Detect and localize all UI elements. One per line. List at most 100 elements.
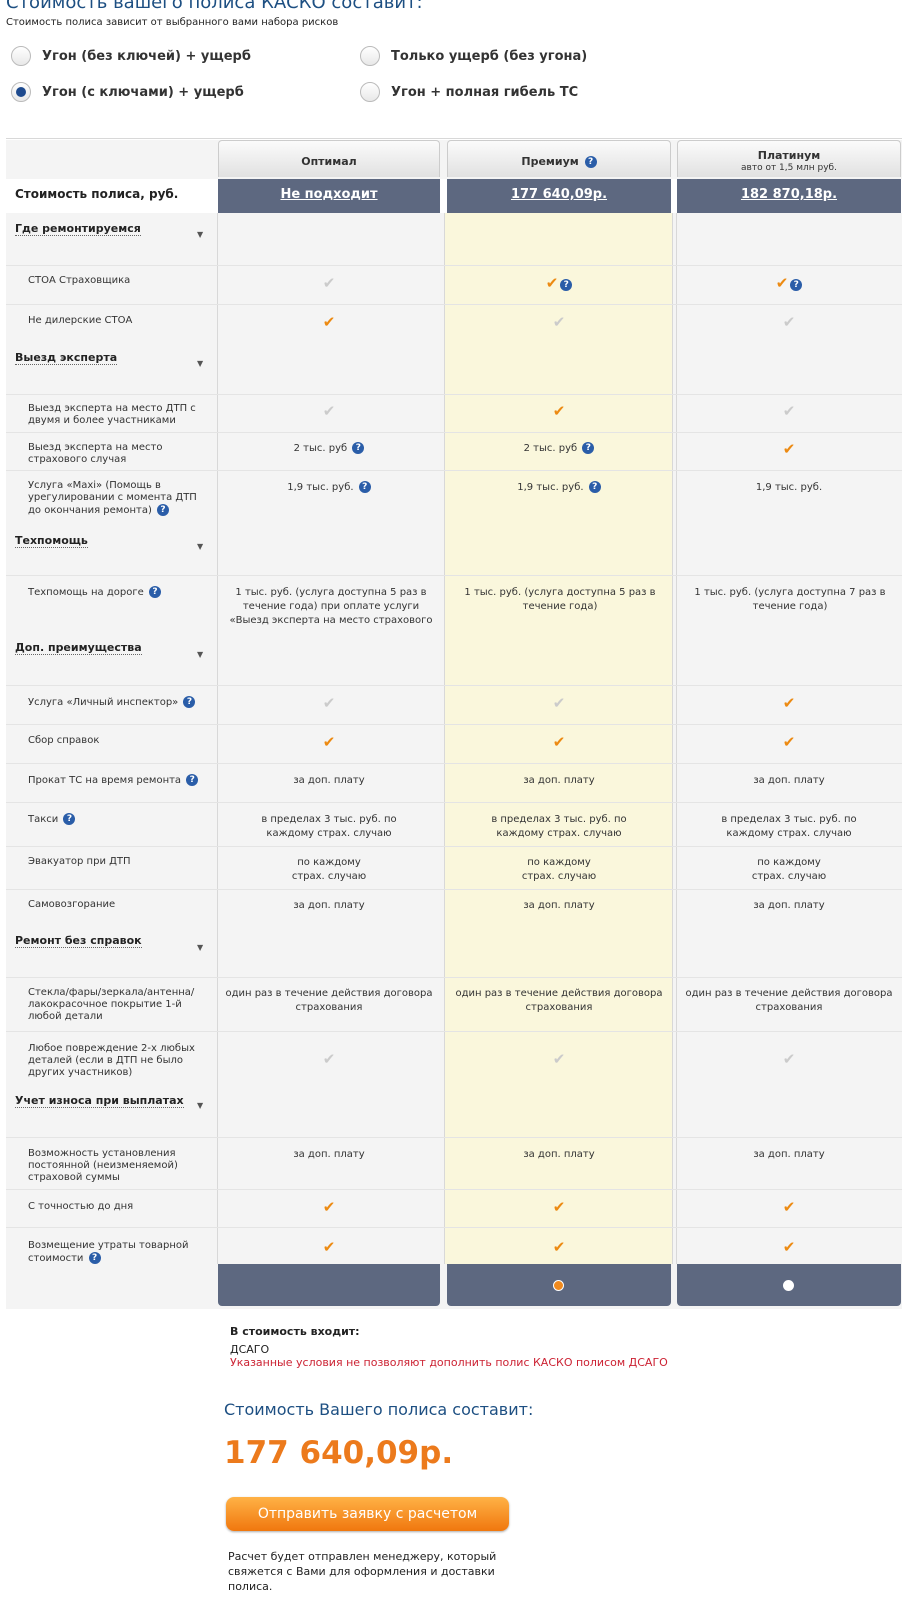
included-label: В стоимость входит: bbox=[230, 1325, 360, 1338]
included-item: ДСАГО bbox=[230, 1343, 270, 1356]
risk-option-total-loss[interactable]: Угон + полная гибель ТС bbox=[360, 82, 578, 102]
row-label: Не дилерские СТОА bbox=[28, 315, 133, 326]
help-icon[interactable]: ? bbox=[588, 481, 601, 493]
check-icon: ✔ bbox=[782, 1238, 796, 1256]
table-row bbox=[6, 846, 902, 889]
section-row bbox=[6, 925, 902, 977]
risk-option-theft-with-keys[interactable]: Угон (с ключами) + ущерб bbox=[11, 82, 244, 102]
cell-value: ✔ bbox=[677, 442, 901, 459]
summary-note: Расчет будет отправлен менеджеру, которы… bbox=[228, 1550, 497, 1593]
check-icon: ✔ bbox=[552, 1238, 566, 1256]
cell-value: ✔? bbox=[447, 276, 671, 293]
cell-value: за доп. плату bbox=[753, 1149, 825, 1160]
cell-value: 1,9 тыс. руб. bbox=[755, 482, 823, 493]
check-icon: ✔ bbox=[782, 1198, 796, 1216]
row-label: Техпомощь на дороге ? bbox=[28, 586, 216, 599]
help-icon[interactable]: ? bbox=[63, 813, 76, 825]
section-expert[interactable]: Выезд эксперта bbox=[15, 351, 118, 365]
cell-value: за доп. плату bbox=[753, 900, 825, 911]
check-icon: ✔ bbox=[782, 694, 796, 712]
help-icon[interactable]: ? bbox=[88, 1252, 101, 1264]
row-label: Услуга «Maxi» (Помощь в урегулировании с… bbox=[28, 480, 197, 516]
plan-header-premium: Премиум ? bbox=[447, 140, 671, 177]
column-divider bbox=[676, 213, 677, 1264]
help-icon[interactable]: ? bbox=[186, 774, 199, 786]
cell-value: ✔ bbox=[218, 276, 440, 293]
cell-value: ✔ bbox=[677, 1240, 901, 1257]
cell-value: один раз в течение действия договора стр… bbox=[225, 988, 433, 1013]
help-icon[interactable]: ? bbox=[560, 279, 573, 291]
cell-value: 1 тыс. руб. (услуга доступна 5 раз в теч… bbox=[229, 587, 433, 626]
plan-header-optimal: Оптимал bbox=[218, 140, 440, 177]
cell-value: 1 тыс. руб. (услуга доступна 5 раз в теч… bbox=[464, 587, 656, 612]
submit-request-button[interactable]: Отправить заявку с расчетом bbox=[226, 1497, 509, 1531]
risk-option-damage-only[interactable]: Только ущерб (без угона) bbox=[360, 46, 587, 66]
check-icon: ✔ bbox=[552, 733, 566, 751]
cell-value: 1 тыс. руб. (услуга доступна 7 раз в теч… bbox=[694, 587, 886, 612]
check-icon: ✔ bbox=[782, 1050, 796, 1068]
cell-value: 1,9 тыс. руб. ? bbox=[218, 481, 440, 495]
radio-circle[interactable] bbox=[360, 46, 380, 66]
help-icon[interactable]: ? bbox=[352, 442, 365, 454]
row-label: Возмещение утраты товарной стоимости ? bbox=[28, 1240, 189, 1264]
check-icon: ✔ bbox=[322, 1050, 336, 1068]
radio-circle[interactable] bbox=[360, 82, 380, 102]
help-icon[interactable]: ? bbox=[584, 156, 597, 168]
section-wear[interactable]: Учет износа при выплатах bbox=[15, 1094, 184, 1108]
cell-value: ✔ bbox=[677, 315, 901, 332]
cell-value: один раз в течение действия договора стр… bbox=[455, 988, 663, 1013]
cell-value: ✔ bbox=[218, 696, 440, 713]
chevron-down-icon[interactable]: ▼ bbox=[197, 1101, 204, 1110]
check-icon: ✔ bbox=[552, 694, 566, 712]
help-icon[interactable]: ? bbox=[157, 504, 170, 516]
check-icon: ✔ bbox=[782, 440, 796, 458]
plan-select-radio-platinum[interactable] bbox=[783, 1280, 794, 1291]
chevron-down-icon[interactable]: ▼ bbox=[197, 650, 204, 659]
chevron-down-icon[interactable]: ▼ bbox=[197, 359, 204, 368]
price-premium[interactable]: 177 640,09р. bbox=[447, 179, 671, 213]
cell-value: ✔ bbox=[677, 696, 901, 713]
row-label: Возможность установления постоянной (неи… bbox=[28, 1148, 178, 1183]
page-title: Стоимость вашего полиса КАСКО составит: bbox=[6, 0, 423, 13]
plan-header-platinum: Платинум авто от 1,5 млн руб. bbox=[677, 140, 901, 177]
cell-value: за доп. плату bbox=[523, 775, 595, 786]
section-no-docs[interactable]: Ремонт без справок bbox=[15, 934, 142, 948]
help-icon[interactable]: ? bbox=[183, 696, 196, 708]
check-icon: ✔ bbox=[322, 1238, 336, 1256]
help-icon[interactable]: ? bbox=[790, 279, 803, 291]
row-label: Любое повреждение 2-х любых деталей (есл… bbox=[28, 1043, 195, 1078]
cell-value: ✔ bbox=[218, 315, 440, 332]
cell-value: ✔ bbox=[218, 1240, 440, 1257]
cell-value: ✔ bbox=[447, 315, 671, 332]
section-row bbox=[6, 1085, 902, 1137]
plan-select-radio-premium[interactable] bbox=[553, 1280, 564, 1291]
table-row bbox=[6, 470, 902, 523]
chevron-down-icon[interactable]: ▼ bbox=[197, 542, 204, 551]
cell-value: в пределах 3 тыс. руб. по каждому страх.… bbox=[491, 814, 627, 839]
section-repair[interactable]: Где ремонтируемся bbox=[15, 222, 141, 236]
cell-value: ✔ bbox=[447, 735, 671, 752]
help-icon[interactable]: ? bbox=[148, 586, 161, 598]
plan-footer-optimal bbox=[218, 1264, 440, 1306]
section-extra[interactable]: Доп. преимущества bbox=[15, 641, 142, 655]
cell-value: за доп. плату bbox=[293, 900, 365, 911]
price-optimal[interactable]: Не подходит bbox=[218, 179, 440, 213]
row-label: Услуга «Личный инспектор» ? bbox=[28, 696, 216, 709]
help-icon[interactable]: ? bbox=[358, 481, 371, 493]
price-platinum[interactable]: 182 870,18р. bbox=[677, 179, 901, 213]
risk-option-theft-no-keys[interactable]: Угон (без ключей) + ущерб bbox=[11, 46, 251, 66]
radio-circle-selected[interactable] bbox=[11, 82, 31, 102]
check-icon: ✔ bbox=[552, 402, 566, 420]
chevron-down-icon[interactable]: ▼ bbox=[197, 943, 204, 952]
column-divider bbox=[672, 213, 673, 1264]
selected-plan-column bbox=[445, 213, 672, 1264]
chevron-down-icon[interactable]: ▼ bbox=[197, 230, 204, 239]
section-tech[interactable]: Техпомощь bbox=[15, 534, 88, 548]
radio-circle[interactable] bbox=[11, 46, 31, 66]
table-row bbox=[6, 1031, 902, 1085]
help-icon[interactable]: ? bbox=[582, 442, 595, 454]
table-row bbox=[6, 802, 902, 846]
table-row bbox=[6, 394, 902, 432]
cell-value: ✔ bbox=[218, 735, 440, 752]
cell-value: ✔ bbox=[218, 1052, 440, 1069]
